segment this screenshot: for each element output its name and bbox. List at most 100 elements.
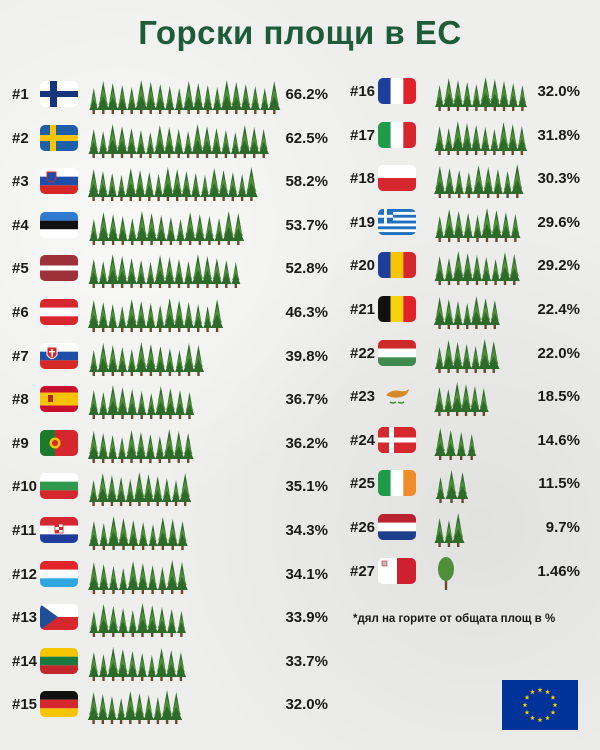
tree-icon bbox=[238, 124, 251, 158]
tree-icon bbox=[443, 299, 455, 329]
tree-icon bbox=[97, 171, 109, 202]
tree-icon bbox=[89, 218, 99, 245]
forest-bar bbox=[87, 298, 224, 332]
tree-icon bbox=[480, 207, 494, 242]
forest-bar bbox=[88, 123, 269, 158]
tree-icon bbox=[480, 298, 492, 329]
chart-row: #6 46.3% bbox=[12, 293, 332, 333]
value-label: 36.7% bbox=[285, 391, 328, 409]
tree-icon bbox=[461, 253, 474, 286]
forest-bar bbox=[88, 385, 195, 420]
tree-icon bbox=[98, 392, 109, 420]
tree-icon bbox=[502, 171, 513, 199]
tree-icon bbox=[175, 651, 187, 681]
chart-row: #9 36.2% bbox=[12, 424, 332, 464]
chart-row: #3 58.2% bbox=[12, 162, 332, 202]
tree-icon bbox=[145, 212, 158, 245]
rank-label: #21 bbox=[350, 301, 376, 318]
tree-icon bbox=[87, 430, 100, 463]
tree-icon bbox=[87, 169, 100, 202]
tree-icon bbox=[470, 296, 483, 329]
forest-bar bbox=[434, 120, 528, 155]
tree-icon bbox=[443, 389, 454, 417]
tree-icon bbox=[462, 303, 472, 329]
tree-icon bbox=[135, 210, 149, 245]
tree-icon bbox=[142, 474, 155, 507]
value-label: 9.7% bbox=[545, 519, 580, 536]
tree-icon bbox=[161, 167, 175, 202]
czechia-flag-icon bbox=[40, 604, 78, 631]
tree-icon bbox=[156, 517, 169, 550]
tree-icon bbox=[258, 128, 269, 158]
tree-icon bbox=[435, 215, 445, 242]
tree-icon bbox=[163, 428, 176, 463]
tree-icon bbox=[498, 252, 511, 286]
tree-icon bbox=[88, 651, 99, 681]
tree-icon bbox=[452, 513, 465, 547]
tree-icon bbox=[127, 560, 140, 594]
tree-icon bbox=[135, 301, 147, 332]
tree-icon bbox=[146, 262, 156, 289]
tree-icon bbox=[456, 472, 469, 504]
rank-label: #24 bbox=[350, 431, 376, 449]
forest-bar bbox=[435, 207, 521, 242]
value-label: 52.8% bbox=[285, 260, 328, 278]
rank-label: #16 bbox=[350, 83, 376, 100]
tree-icon bbox=[217, 170, 230, 202]
tree-icon bbox=[453, 210, 465, 242]
tree-icon bbox=[97, 432, 109, 463]
forest-bar bbox=[434, 427, 477, 460]
value-label: 32.0% bbox=[537, 83, 580, 100]
lithuania-flag-icon bbox=[40, 647, 78, 674]
tree-icon bbox=[470, 124, 482, 155]
tree-icon bbox=[490, 209, 503, 242]
tree-icon bbox=[88, 521, 100, 550]
value-label: 53.7% bbox=[285, 216, 328, 234]
latvia-flag-icon bbox=[40, 255, 78, 282]
tree-icon bbox=[145, 433, 156, 463]
tree-icon bbox=[118, 567, 128, 594]
chart-row: #20 29.2% bbox=[350, 246, 590, 286]
tree-icon bbox=[434, 518, 445, 547]
rank-label: #22 bbox=[350, 344, 376, 362]
tree-icon bbox=[481, 257, 492, 286]
rank-label: #9 bbox=[12, 434, 29, 452]
tree-icon bbox=[240, 84, 252, 114]
tree-icon bbox=[117, 85, 128, 114]
tree-icon bbox=[136, 260, 147, 289]
forest-bar bbox=[89, 472, 192, 507]
tree-icon bbox=[161, 478, 172, 507]
tree-icon bbox=[489, 79, 501, 111]
tree-icon bbox=[491, 259, 501, 286]
tree-icon bbox=[227, 172, 238, 202]
tree-icon bbox=[507, 123, 519, 155]
chart-row: #22 22.0% bbox=[350, 334, 590, 374]
tree-icon bbox=[163, 298, 176, 332]
tree-icon bbox=[136, 603, 149, 638]
tree-icon bbox=[147, 654, 157, 681]
tree-icon bbox=[208, 168, 221, 202]
tree-icon bbox=[135, 341, 148, 376]
tree-icon bbox=[127, 650, 138, 681]
tree-icon bbox=[489, 300, 500, 329]
tree-icon bbox=[98, 563, 110, 594]
tree-icon bbox=[148, 524, 158, 550]
tree-icon bbox=[146, 393, 156, 420]
forest-bar bbox=[89, 603, 186, 638]
tree-icon bbox=[133, 472, 146, 507]
tree-icon bbox=[97, 604, 110, 638]
tree-icon bbox=[127, 520, 139, 550]
tree-icon bbox=[444, 258, 454, 286]
tree-icon bbox=[500, 211, 512, 242]
tree-icon bbox=[434, 427, 447, 460]
tree-icon bbox=[470, 345, 481, 373]
tree-icon bbox=[163, 126, 175, 158]
tree-icon bbox=[511, 164, 524, 199]
tree-icon bbox=[435, 477, 446, 504]
tree-icon bbox=[221, 260, 232, 289]
tree-icon bbox=[450, 382, 464, 417]
tree-icon bbox=[435, 85, 445, 111]
forest-bar bbox=[89, 210, 245, 245]
rank-label: #19 bbox=[350, 213, 376, 231]
tree-icon bbox=[184, 392, 195, 420]
